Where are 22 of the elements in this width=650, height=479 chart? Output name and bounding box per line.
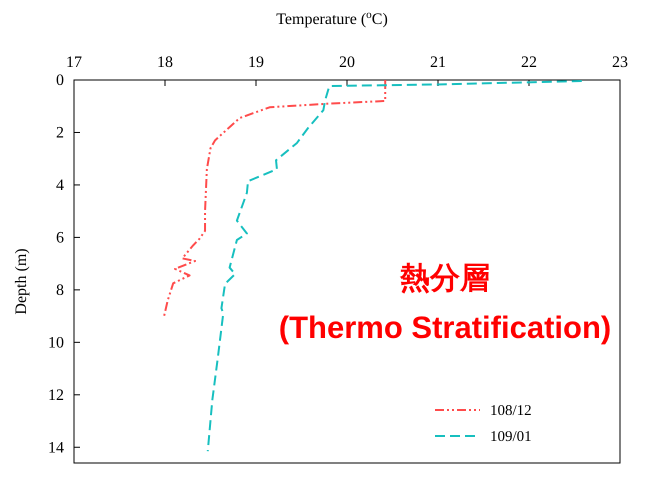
annotation: (Thermo Stratification) bbox=[278, 310, 612, 345]
x-tick-label: 18 bbox=[157, 54, 173, 71]
line-series bbox=[163, 80, 386, 318]
y-tick-label: 4 bbox=[56, 176, 64, 194]
y-tick-label: 0 bbox=[56, 72, 64, 89]
y-tick-label: 2 bbox=[56, 124, 64, 142]
x-tick-label: 20 bbox=[339, 54, 355, 71]
x-tick-label: 17 bbox=[66, 54, 82, 71]
y-tick-label: 12 bbox=[48, 386, 64, 404]
annotation: 熱分層 bbox=[399, 262, 490, 295]
x-tick-label: 19 bbox=[248, 54, 264, 71]
x-axis-title: Temperature ($^{o}$C) bbox=[276, 9, 388, 28]
x-tick-label: 22 bbox=[521, 54, 537, 71]
legend-label: 109/01 bbox=[490, 429, 532, 445]
y-tick-label: 10 bbox=[48, 334, 64, 352]
legend-label: 108/12 bbox=[490, 403, 532, 419]
y-tick-label: 14 bbox=[48, 439, 64, 456]
x-tick-label: 23 bbox=[612, 54, 628, 71]
y-axis-title: Depth (m) bbox=[13, 248, 30, 315]
x-tick-label: 21 bbox=[430, 54, 446, 71]
y-tick-label: 6 bbox=[56, 229, 64, 246]
y-tick-label: 8 bbox=[56, 282, 64, 299]
